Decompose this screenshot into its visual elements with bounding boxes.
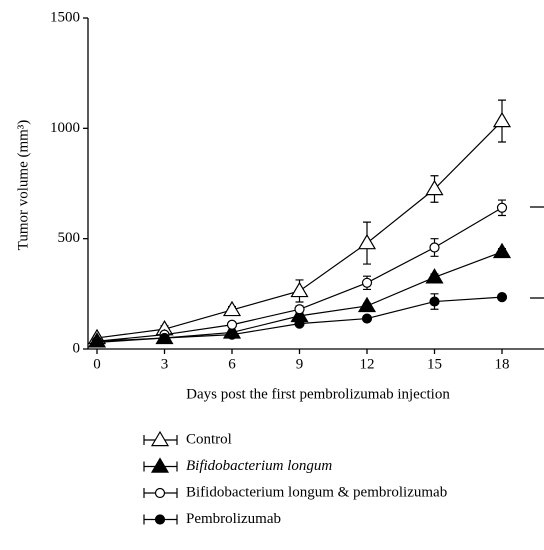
legend-item: Bifidobacterium longum <box>143 457 332 474</box>
x-tick-label: 18 <box>495 356 510 372</box>
marker <box>429 296 440 307</box>
legend-label: Bifidobacterium longum <box>186 458 332 474</box>
marker <box>154 514 166 525</box>
x-tick-label: 6 <box>228 356 236 372</box>
y-tick-label: 1500 <box>50 9 80 25</box>
x-tick-label: 0 <box>93 356 101 372</box>
marker <box>294 304 305 315</box>
legend-item: Control <box>143 430 232 447</box>
x-tick-label: 9 <box>296 356 304 372</box>
y-tick-label: 500 <box>58 230 81 246</box>
marker <box>159 332 170 344</box>
marker <box>150 457 170 473</box>
marker <box>496 202 508 213</box>
marker <box>429 242 440 253</box>
y-tick-label: 0 <box>73 340 81 356</box>
marker <box>91 337 103 348</box>
legend-item: Pembrolizumab <box>143 511 281 527</box>
marker <box>425 179 444 196</box>
marker <box>357 233 377 250</box>
x-tick-label: 15 <box>427 356 442 372</box>
marker <box>222 300 242 317</box>
legend-label: Pembrolizumab <box>186 511 281 527</box>
marker <box>361 313 373 324</box>
marker <box>226 329 238 340</box>
marker <box>492 111 512 128</box>
marker <box>361 277 373 288</box>
marker <box>150 430 170 447</box>
x-tick-label: 12 <box>360 356 375 372</box>
marker <box>154 487 166 499</box>
y-tick-label: 1000 <box>50 120 80 136</box>
marker <box>496 292 508 303</box>
x-axis-label: Days post the first pembrolizumab inject… <box>186 386 450 402</box>
y-axis-label: Tumor volume (mm³) <box>15 120 31 251</box>
marker <box>294 318 305 329</box>
series <box>91 292 508 348</box>
marker <box>492 242 512 259</box>
legend-label: Control <box>186 431 232 447</box>
marker <box>357 296 377 313</box>
marker <box>425 268 444 284</box>
x-tick-label: 3 <box>161 356 169 372</box>
marker <box>226 319 238 330</box>
legend-item: Bifidobacterium longum & pembrolizumab <box>143 484 447 500</box>
marker <box>290 281 309 298</box>
legend-label: Bifidobacterium longum & pembrolizumab <box>186 484 447 500</box>
